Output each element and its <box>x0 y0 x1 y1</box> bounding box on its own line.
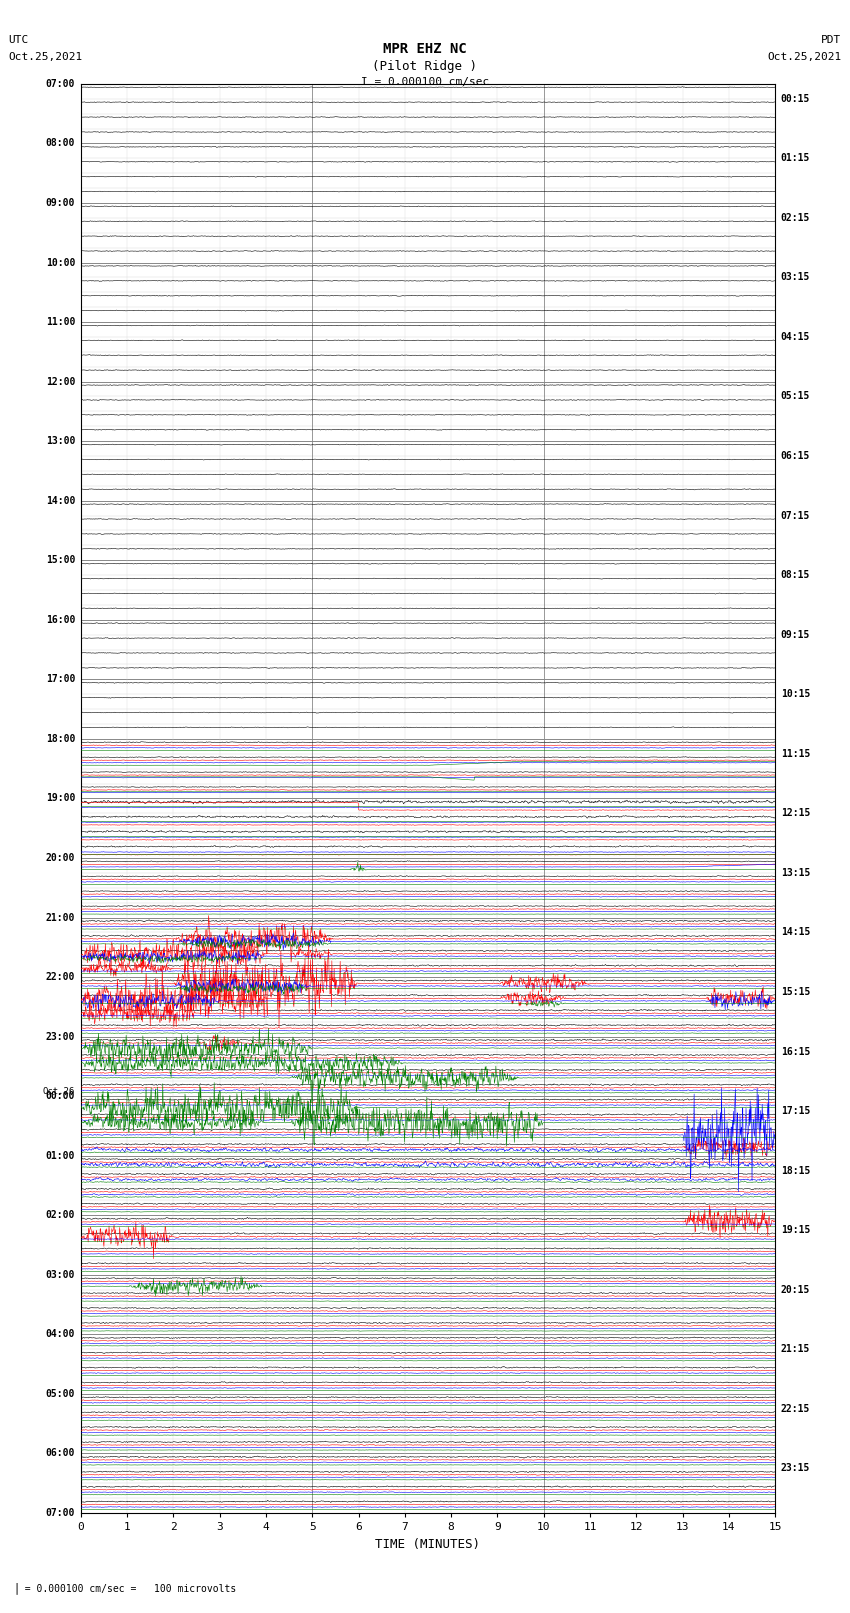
Text: I = 0.000100 cm/sec: I = 0.000100 cm/sec <box>361 77 489 87</box>
Text: 23:15: 23:15 <box>781 1463 810 1473</box>
Text: 21:15: 21:15 <box>781 1344 810 1355</box>
Text: 09:00: 09:00 <box>46 198 75 208</box>
Text: 17:15: 17:15 <box>781 1107 810 1116</box>
Text: 14:00: 14:00 <box>46 495 75 506</box>
Text: 03:00: 03:00 <box>46 1269 75 1279</box>
Text: 11:00: 11:00 <box>46 318 75 327</box>
Text: 18:00: 18:00 <box>46 734 75 744</box>
Text: 02:00: 02:00 <box>46 1210 75 1221</box>
Text: 07:00: 07:00 <box>46 1508 75 1518</box>
Text: 18:15: 18:15 <box>781 1166 810 1176</box>
Text: 16:00: 16:00 <box>46 615 75 624</box>
Text: UTC: UTC <box>8 35 29 45</box>
Text: 09:15: 09:15 <box>781 629 810 640</box>
X-axis label: TIME (MINUTES): TIME (MINUTES) <box>376 1537 480 1550</box>
Text: 15:15: 15:15 <box>781 987 810 997</box>
Text: 07:00: 07:00 <box>46 79 75 89</box>
Text: 06:00: 06:00 <box>46 1448 75 1458</box>
Text: 00:15: 00:15 <box>781 94 810 103</box>
Text: 16:15: 16:15 <box>781 1047 810 1057</box>
Text: 17:00: 17:00 <box>46 674 75 684</box>
Text: 04:00: 04:00 <box>46 1329 75 1339</box>
Text: 06:15: 06:15 <box>781 452 810 461</box>
Text: 02:15: 02:15 <box>781 213 810 223</box>
Text: 10:00: 10:00 <box>46 258 75 268</box>
Text: 14:15: 14:15 <box>781 927 810 937</box>
Text: 21:00: 21:00 <box>46 913 75 923</box>
Text: 13:00: 13:00 <box>46 436 75 447</box>
Text: 01:00: 01:00 <box>46 1150 75 1161</box>
Text: 05:00: 05:00 <box>46 1389 75 1398</box>
Text: 22:00: 22:00 <box>46 973 75 982</box>
Text: 01:15: 01:15 <box>781 153 810 163</box>
Text: 22:15: 22:15 <box>781 1403 810 1413</box>
Text: Oct.25,2021: Oct.25,2021 <box>768 52 842 61</box>
Text: 12:00: 12:00 <box>46 376 75 387</box>
Text: 11:15: 11:15 <box>781 748 810 758</box>
Text: (Pilot Ridge ): (Pilot Ridge ) <box>372 60 478 73</box>
Text: PDT: PDT <box>821 35 842 45</box>
Text: 13:15: 13:15 <box>781 868 810 877</box>
Text: MPR EHZ NC: MPR EHZ NC <box>383 42 467 56</box>
Text: 08:15: 08:15 <box>781 569 810 581</box>
Text: 12:15: 12:15 <box>781 808 810 818</box>
Text: 23:00: 23:00 <box>46 1032 75 1042</box>
Text: 08:00: 08:00 <box>46 139 75 148</box>
Text: 05:15: 05:15 <box>781 392 810 402</box>
Text: ⎥ = 0.000100 cm/sec =   100 microvolts: ⎥ = 0.000100 cm/sec = 100 microvolts <box>13 1582 236 1594</box>
Text: 20:15: 20:15 <box>781 1284 810 1295</box>
Text: 20:00: 20:00 <box>46 853 75 863</box>
Text: Oct.25,2021: Oct.25,2021 <box>8 52 82 61</box>
Text: 07:15: 07:15 <box>781 511 810 521</box>
Text: Oct.26: Oct.26 <box>43 1087 75 1097</box>
Text: 04:15: 04:15 <box>781 332 810 342</box>
Text: 19:15: 19:15 <box>781 1226 810 1236</box>
Text: 03:15: 03:15 <box>781 273 810 282</box>
Text: 10:15: 10:15 <box>781 689 810 698</box>
Text: 15:00: 15:00 <box>46 555 75 565</box>
Text: 00:00: 00:00 <box>46 1090 75 1102</box>
Text: 19:00: 19:00 <box>46 794 75 803</box>
